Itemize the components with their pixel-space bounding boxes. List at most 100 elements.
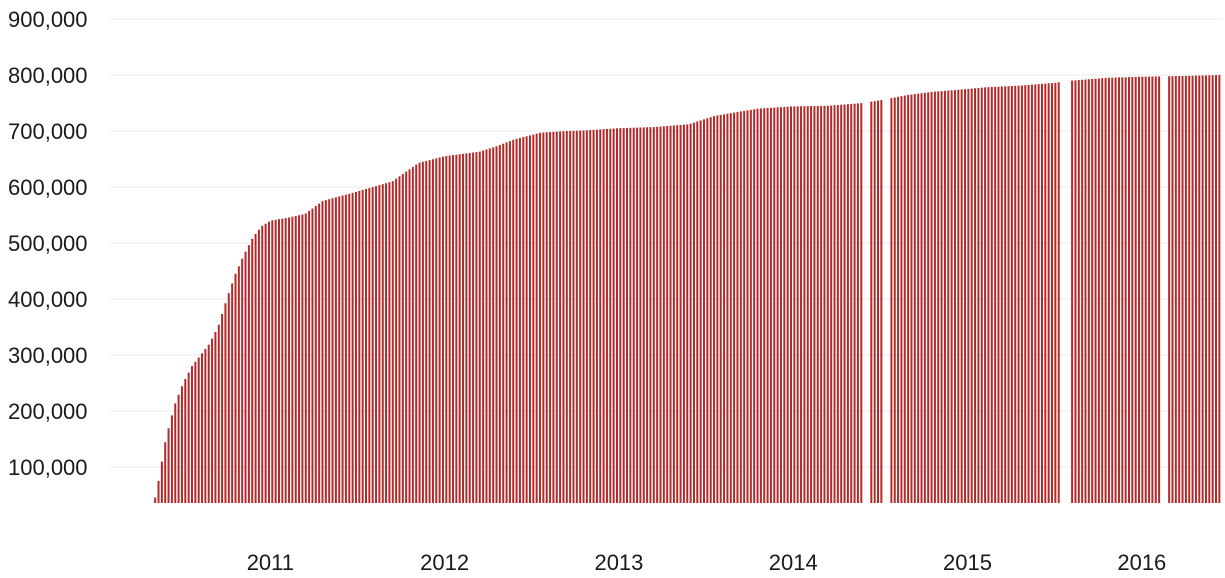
bar: [1091, 78, 1094, 504]
bar: [1054, 82, 1057, 503]
bar: [278, 219, 280, 503]
y-tick-label: 100,000: [8, 455, 88, 480]
bar: [284, 218, 287, 503]
bar: [974, 88, 977, 504]
bar: [1191, 75, 1194, 503]
bar: [856, 103, 859, 504]
bar: [204, 348, 207, 503]
bar: [846, 104, 849, 504]
bar: [535, 133, 538, 504]
bar: [910, 94, 913, 504]
bar: [1151, 76, 1154, 503]
bar: [793, 106, 796, 503]
bar: [311, 208, 314, 503]
bar: [475, 152, 478, 504]
bar: [1178, 76, 1181, 503]
bar: [662, 126, 665, 504]
bar: [1188, 75, 1191, 503]
bar: [786, 106, 789, 503]
y-tick-label: 800,000: [8, 63, 88, 88]
bar: [344, 194, 347, 503]
bar: [395, 178, 398, 504]
bar: [187, 372, 190, 503]
bar: [987, 87, 990, 504]
bar: [672, 125, 675, 503]
bar: [257, 229, 260, 503]
bar: [843, 104, 846, 503]
bar: [1194, 75, 1197, 503]
bar: [1094, 78, 1097, 503]
bar: [810, 106, 813, 503]
bar: [870, 101, 873, 503]
bar: [1168, 76, 1171, 504]
bar: [997, 86, 1000, 504]
bar: [917, 93, 920, 503]
bar: [1131, 76, 1134, 503]
bar: [923, 92, 926, 504]
bar: [495, 146, 498, 503]
bar: [733, 112, 736, 503]
bar: [572, 130, 575, 503]
bar: [659, 126, 662, 503]
bar: [1144, 76, 1147, 504]
bar: [478, 151, 481, 503]
bar: [492, 147, 495, 503]
bar: [231, 283, 234, 503]
bar: [365, 189, 367, 503]
bar: [174, 403, 177, 503]
bar: [415, 164, 418, 504]
bar: [301, 214, 304, 503]
bar: [970, 88, 973, 503]
bar: [1051, 83, 1054, 504]
bar: [880, 100, 883, 503]
bar: [1114, 77, 1117, 504]
bar: [408, 169, 411, 503]
bar: [308, 210, 311, 504]
bar: [629, 127, 632, 503]
bar: [1208, 75, 1211, 503]
bar: [1017, 85, 1020, 503]
bar: [1104, 77, 1107, 503]
bar: [552, 131, 555, 503]
bar: [197, 357, 200, 503]
bar: [194, 361, 197, 503]
bar: [933, 91, 936, 504]
bar: [190, 366, 193, 503]
bar: [502, 143, 505, 503]
bar: [960, 89, 963, 503]
bar: [354, 191, 357, 503]
bar: [1158, 76, 1161, 504]
bar: [485, 149, 488, 504]
bar: [743, 110, 746, 503]
bar: [298, 215, 301, 503]
bar: [1218, 75, 1221, 503]
bar: [599, 129, 602, 503]
bar: [1004, 86, 1007, 503]
bar: [1074, 80, 1077, 503]
bar: [729, 113, 732, 503]
bar: [358, 190, 361, 503]
bar: [709, 117, 712, 503]
bar: [723, 114, 726, 503]
bar: [525, 136, 528, 503]
x-tick-label: 2015: [943, 550, 992, 575]
bar: [1171, 76, 1174, 503]
bar: [850, 103, 853, 503]
bar: [927, 92, 930, 504]
bar: [569, 130, 572, 503]
bar: [609, 128, 612, 503]
bar: [385, 183, 388, 503]
bar: [703, 119, 705, 503]
bar: [669, 125, 672, 504]
bar: [769, 107, 772, 503]
bar: [375, 186, 378, 503]
y-tick-label: 500,000: [8, 231, 88, 256]
bar: [207, 344, 210, 503]
bar: [776, 107, 779, 504]
bar: [1024, 85, 1027, 503]
bar: [234, 273, 237, 503]
bar: [833, 105, 836, 503]
y-axis-tick-labels: 100,000 200,000 300,000 400,000 500,000 600,0…: [8, 7, 88, 480]
bar: [1201, 75, 1204, 503]
x-tick-label: 2014: [769, 550, 818, 575]
